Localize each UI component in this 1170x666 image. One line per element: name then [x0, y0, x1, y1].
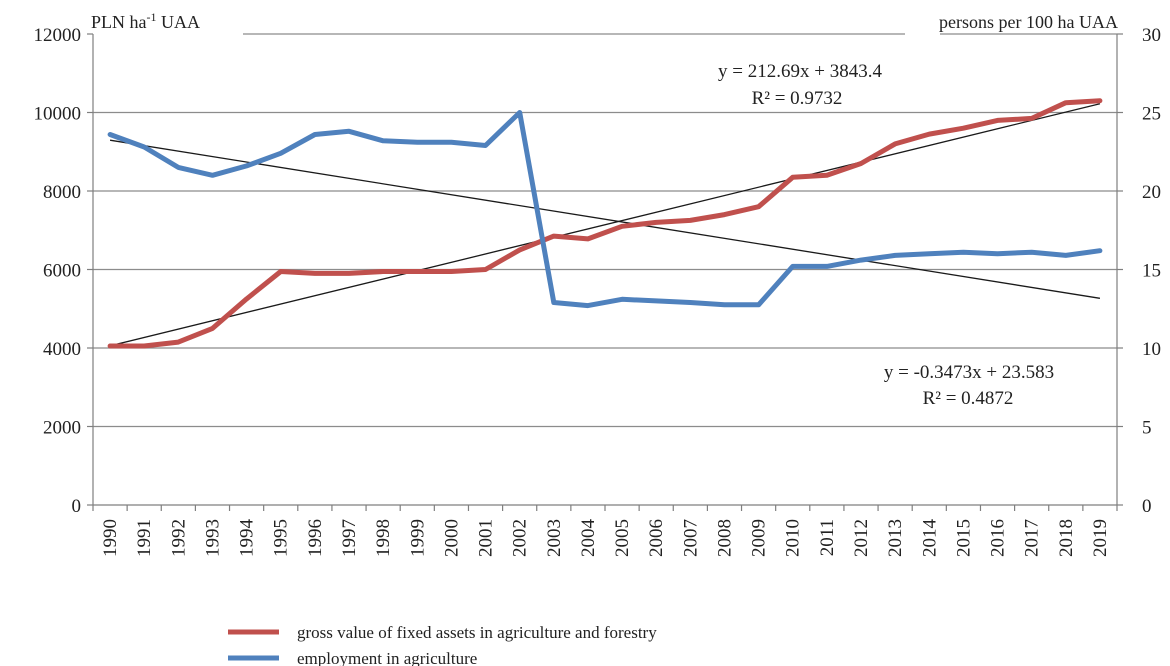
right-tick-label: 30 — [1142, 25, 1161, 46]
x-tick-label: 2001 — [476, 519, 497, 557]
x-tick-label: 2015 — [953, 519, 974, 557]
x-tick-label: 1996 — [305, 519, 326, 557]
right-tick-label: 20 — [1142, 182, 1161, 203]
x-tick-label: 1995 — [271, 519, 292, 557]
legend: gross value of fixed assets in agricultu… — [228, 623, 657, 666]
legend-label-employment: employment in agriculture — [297, 649, 477, 666]
left-tick-label: 6000 — [43, 261, 81, 282]
gridlines — [93, 33, 1117, 428]
right-tick-label: 25 — [1142, 104, 1161, 125]
trendlines — [109, 103, 1101, 347]
right-tick-label: 15 — [1142, 261, 1161, 282]
x-tick-label: 2007 — [680, 519, 701, 557]
x-tick-label: 1990 — [100, 519, 121, 557]
x-tick-label: 2000 — [441, 519, 462, 557]
x-tick-label: 2018 — [1056, 519, 1077, 557]
trend-equation-employment: y = -0.3473x + 23.583 — [884, 362, 1054, 383]
trendline-assets — [109, 103, 1101, 347]
x-tick-label: 1999 — [407, 519, 428, 557]
x-axis-ticks: 1990 1991 1992 1993 1994 1995 1996 1997 1998 1999… — [92, 505, 1118, 558]
left-tick-label: 4000 — [43, 339, 81, 360]
series-lines — [107, 98, 1103, 349]
legend-label-assets: gross value of fixed assets in agricultu… — [297, 623, 657, 642]
x-tick-label: 2016 — [988, 519, 1009, 557]
right-tick-label: 0 — [1142, 496, 1152, 517]
x-tick-label: 1991 — [134, 519, 155, 557]
x-tick-label: 2009 — [749, 519, 770, 557]
trend-equation-assets: y = 212.69x + 3843.4 — [718, 61, 882, 82]
x-tick-label: 1997 — [339, 519, 360, 557]
left-tick-label: 0 — [72, 496, 82, 517]
series-line-assets — [107, 98, 1103, 349]
x-tick-label: 2010 — [783, 519, 804, 557]
x-tick-label: 2017 — [1022, 519, 1043, 557]
x-tick-label: 2013 — [885, 519, 906, 557]
x-tick-label: 1998 — [373, 519, 394, 557]
x-tick-label: 2014 — [919, 519, 940, 558]
x-tick-label: 2012 — [851, 519, 872, 557]
right-tick-label: 5 — [1142, 418, 1152, 439]
x-tick-label: 1994 — [237, 519, 258, 558]
x-tick-label: 2004 — [578, 519, 599, 558]
left-tick-label: 10000 — [34, 104, 82, 125]
left-tick-label: 8000 — [43, 182, 81, 203]
left-tick-label: 2000 — [43, 418, 81, 439]
trendline-employment — [109, 139, 1101, 299]
x-tick-label: 2002 — [510, 519, 531, 557]
series-line-employment — [107, 110, 1103, 309]
trend-r2-assets: R² = 0.9732 — [752, 88, 843, 109]
right-axis-unit: persons per 100 ha UAA — [939, 12, 1118, 32]
trend-r2-employment: R² = 0.4872 — [923, 388, 1014, 409]
x-tick-label: 2008 — [714, 519, 735, 557]
x-tick-label: 1993 — [202, 519, 223, 557]
x-tick-label: 2005 — [612, 519, 633, 557]
x-tick-label: 2019 — [1090, 519, 1111, 557]
right-axis-ticks: 0 5 10 15 20 25 30 — [1117, 25, 1161, 517]
left-axis-unit: PLN ha-1 UAA — [91, 10, 200, 32]
left-tick-label: 12000 — [34, 25, 82, 46]
x-tick-label: 2011 — [817, 519, 838, 556]
x-tick-label: 2003 — [544, 519, 565, 557]
x-tick-label: 2006 — [646, 519, 667, 557]
left-axis-ticks: 0 2000 4000 6000 8000 10000 12000 — [34, 25, 93, 517]
x-tick-label: 1992 — [168, 519, 189, 557]
right-tick-label: 10 — [1142, 339, 1161, 360]
